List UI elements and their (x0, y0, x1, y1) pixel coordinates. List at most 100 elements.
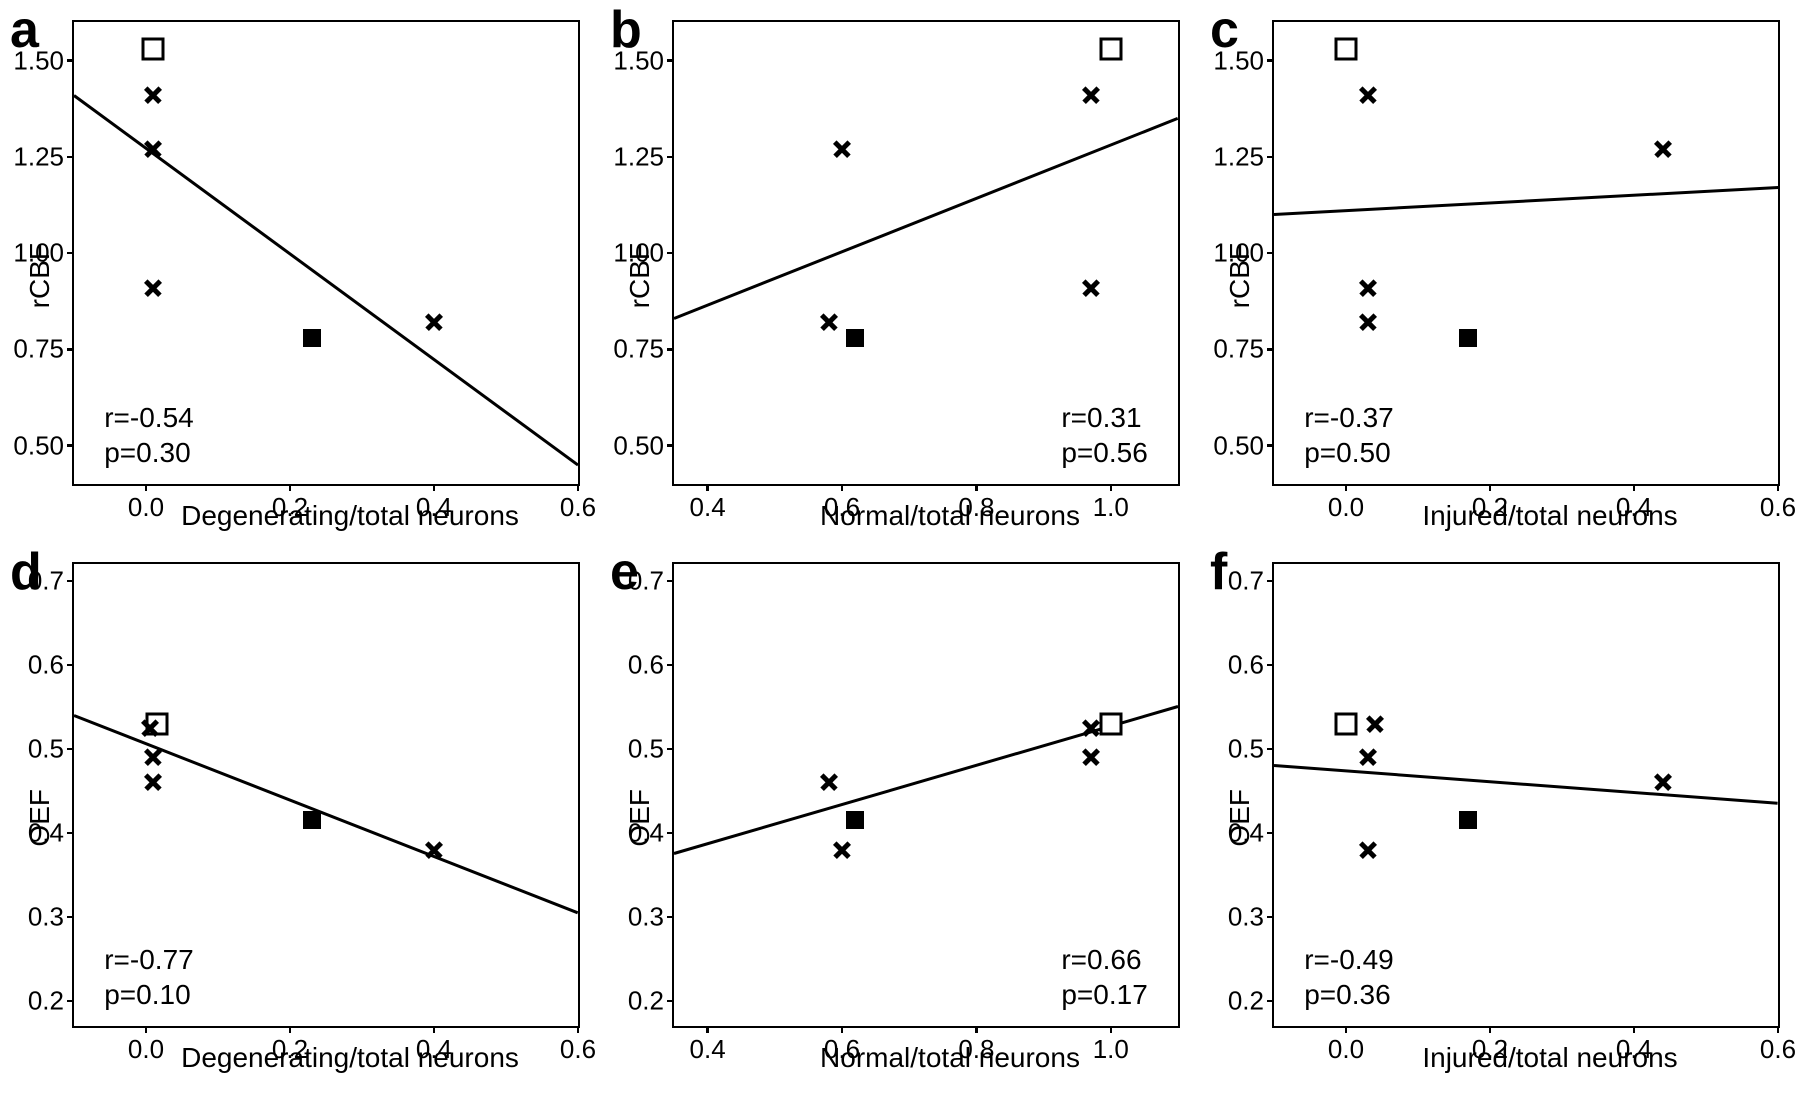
plot-area: 0.500.751.001.251.500.00.20.40.6r=-0.37 … (1272, 20, 1780, 486)
data-point (1082, 719, 1100, 737)
x-tick-mark (1633, 1026, 1636, 1033)
x-tick-mark (1489, 484, 1492, 491)
x-tick-mark (145, 484, 148, 491)
x-tick-label: 1.0 (1093, 1034, 1129, 1065)
x-tick-label: 0.6 (1760, 492, 1796, 523)
x-tick-mark (577, 1026, 580, 1033)
y-tick-mark (67, 916, 74, 919)
data-point (425, 841, 443, 859)
data-point (1359, 748, 1377, 766)
data-point (1335, 712, 1358, 735)
y-tick-mark (1267, 348, 1274, 351)
x-tick-label: 0.6 (560, 1034, 596, 1065)
y-tick-mark (667, 156, 674, 159)
data-point (1082, 279, 1100, 297)
y-tick-mark (1267, 1000, 1274, 1003)
x-tick-mark (1345, 484, 1348, 491)
y-tick-label: 0.4 (1228, 817, 1264, 848)
data-point (1335, 37, 1358, 60)
x-tick-mark (577, 484, 580, 491)
y-tick-label: 0.75 (13, 334, 64, 365)
x-tick-mark (841, 484, 844, 491)
plot-area: 0.500.751.001.251.500.40.60.81.0r=0.31 p… (672, 20, 1180, 486)
y-tick-mark (67, 156, 74, 159)
y-tick-mark (667, 832, 674, 835)
data-point (1082, 86, 1100, 104)
y-tick-label: 0.2 (1228, 985, 1264, 1016)
x-tick-mark (1489, 1026, 1492, 1033)
x-tick-label: 0.6 (824, 492, 860, 523)
y-tick-mark (67, 348, 74, 351)
y-tick-mark (67, 664, 74, 667)
panel-d: dOEF0.20.30.40.50.60.70.00.20.40.6r=-0.7… (20, 562, 580, 1074)
panel-b: brCBF0.500.751.001.251.500.40.60.81.0r=0… (620, 20, 1180, 532)
data-point (1459, 811, 1477, 829)
x-tick-mark (841, 1026, 844, 1033)
plot-container: rCBF0.500.751.001.251.500.00.20.40.6r=-0… (1220, 20, 1780, 532)
x-tick-label: 0.0 (128, 1034, 164, 1065)
stats-text: r=-0.49 p=0.36 (1304, 942, 1394, 1012)
x-axis-label: Degenerating/total neurons (120, 1042, 580, 1074)
x-tick-mark (433, 484, 436, 491)
y-tick-mark (67, 1000, 74, 1003)
stats-text: r=0.66 p=0.17 (1061, 942, 1147, 1012)
x-tick-label: 0.0 (1328, 1034, 1364, 1065)
x-axis-label: Injured/total neurons (1320, 1042, 1780, 1074)
data-point (846, 811, 864, 829)
trend-line (1274, 186, 1778, 216)
data-point (144, 773, 162, 791)
data-point (141, 719, 159, 737)
x-tick-label: 0.6 (560, 492, 596, 523)
y-tick-mark (667, 664, 674, 667)
x-tick-mark (975, 484, 978, 491)
x-axis-label: Injured/total neurons (1320, 500, 1780, 532)
y-tick-label: 0.75 (613, 334, 664, 365)
y-tick-label: 0.6 (28, 649, 64, 680)
data-point (1359, 841, 1377, 859)
data-point (142, 37, 165, 60)
y-tick-label: 0.7 (628, 565, 664, 596)
y-tick-mark (67, 252, 74, 255)
y-tick-mark (67, 444, 74, 447)
y-tick-label: 0.3 (28, 901, 64, 932)
x-tick-label: 0.8 (958, 492, 994, 523)
y-tick-mark (1267, 252, 1274, 255)
data-point (833, 841, 851, 859)
y-tick-mark (67, 748, 74, 751)
x-tick-label: 0.4 (416, 1034, 452, 1065)
data-point (1654, 140, 1672, 158)
data-point (1459, 329, 1477, 347)
y-tick-mark (667, 580, 674, 583)
y-tick-mark (667, 748, 674, 751)
data-point (1366, 715, 1384, 733)
y-tick-mark (1267, 444, 1274, 447)
x-tick-mark (1110, 1026, 1113, 1033)
y-tick-mark (667, 348, 674, 351)
data-point (144, 279, 162, 297)
x-tick-mark (433, 1026, 436, 1033)
y-tick-mark (667, 1000, 674, 1003)
stats-text: r=0.31 p=0.56 (1061, 400, 1147, 470)
x-tick-label: 0.6 (824, 1034, 860, 1065)
data-point (1099, 712, 1122, 735)
panel-e: eOEF0.20.30.40.50.60.70.40.60.81.0r=0.66… (620, 562, 1180, 1074)
y-tick-label: 0.3 (1228, 901, 1264, 932)
x-tick-mark (145, 1026, 148, 1033)
trend-line (73, 714, 578, 914)
y-tick-label: 0.4 (628, 817, 664, 848)
data-point (820, 773, 838, 791)
x-tick-mark (289, 484, 292, 491)
y-tick-mark (1267, 748, 1274, 751)
x-tick-label: 0.8 (958, 1034, 994, 1065)
plot-area: 0.500.751.001.251.500.00.20.40.6r=-0.54 … (72, 20, 580, 486)
y-tick-label: 0.5 (1228, 733, 1264, 764)
data-point (1359, 279, 1377, 297)
plot-container: OEF0.20.30.40.50.60.70.00.20.40.6r=-0.77… (20, 562, 580, 1074)
plot-area: 0.20.30.40.50.60.70.00.20.40.6r=-0.77 p=… (72, 562, 580, 1028)
y-tick-label: 0.6 (628, 649, 664, 680)
y-tick-label: 1.50 (13, 45, 64, 76)
y-tick-label: 0.75 (1213, 334, 1264, 365)
y-tick-label: 0.2 (28, 985, 64, 1016)
y-tick-label: 0.5 (628, 733, 664, 764)
x-tick-mark (1345, 1026, 1348, 1033)
